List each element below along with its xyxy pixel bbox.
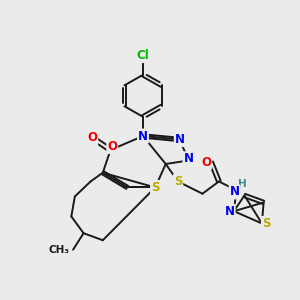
Text: CH₃: CH₃ <box>49 245 70 255</box>
Text: N: N <box>225 205 235 218</box>
Text: N: N <box>230 185 240 199</box>
Text: O: O <box>87 131 97 144</box>
Text: Cl: Cl <box>136 49 149 62</box>
Text: S: S <box>151 181 160 194</box>
Text: O: O <box>201 156 211 169</box>
Text: N: N <box>138 130 148 142</box>
Text: N: N <box>175 133 185 146</box>
Text: S: S <box>262 217 270 230</box>
Text: N: N <box>184 152 194 165</box>
Text: O: O <box>107 140 117 153</box>
Text: Cl: Cl <box>136 49 149 62</box>
Text: S: S <box>174 175 182 188</box>
Text: H: H <box>238 179 247 189</box>
